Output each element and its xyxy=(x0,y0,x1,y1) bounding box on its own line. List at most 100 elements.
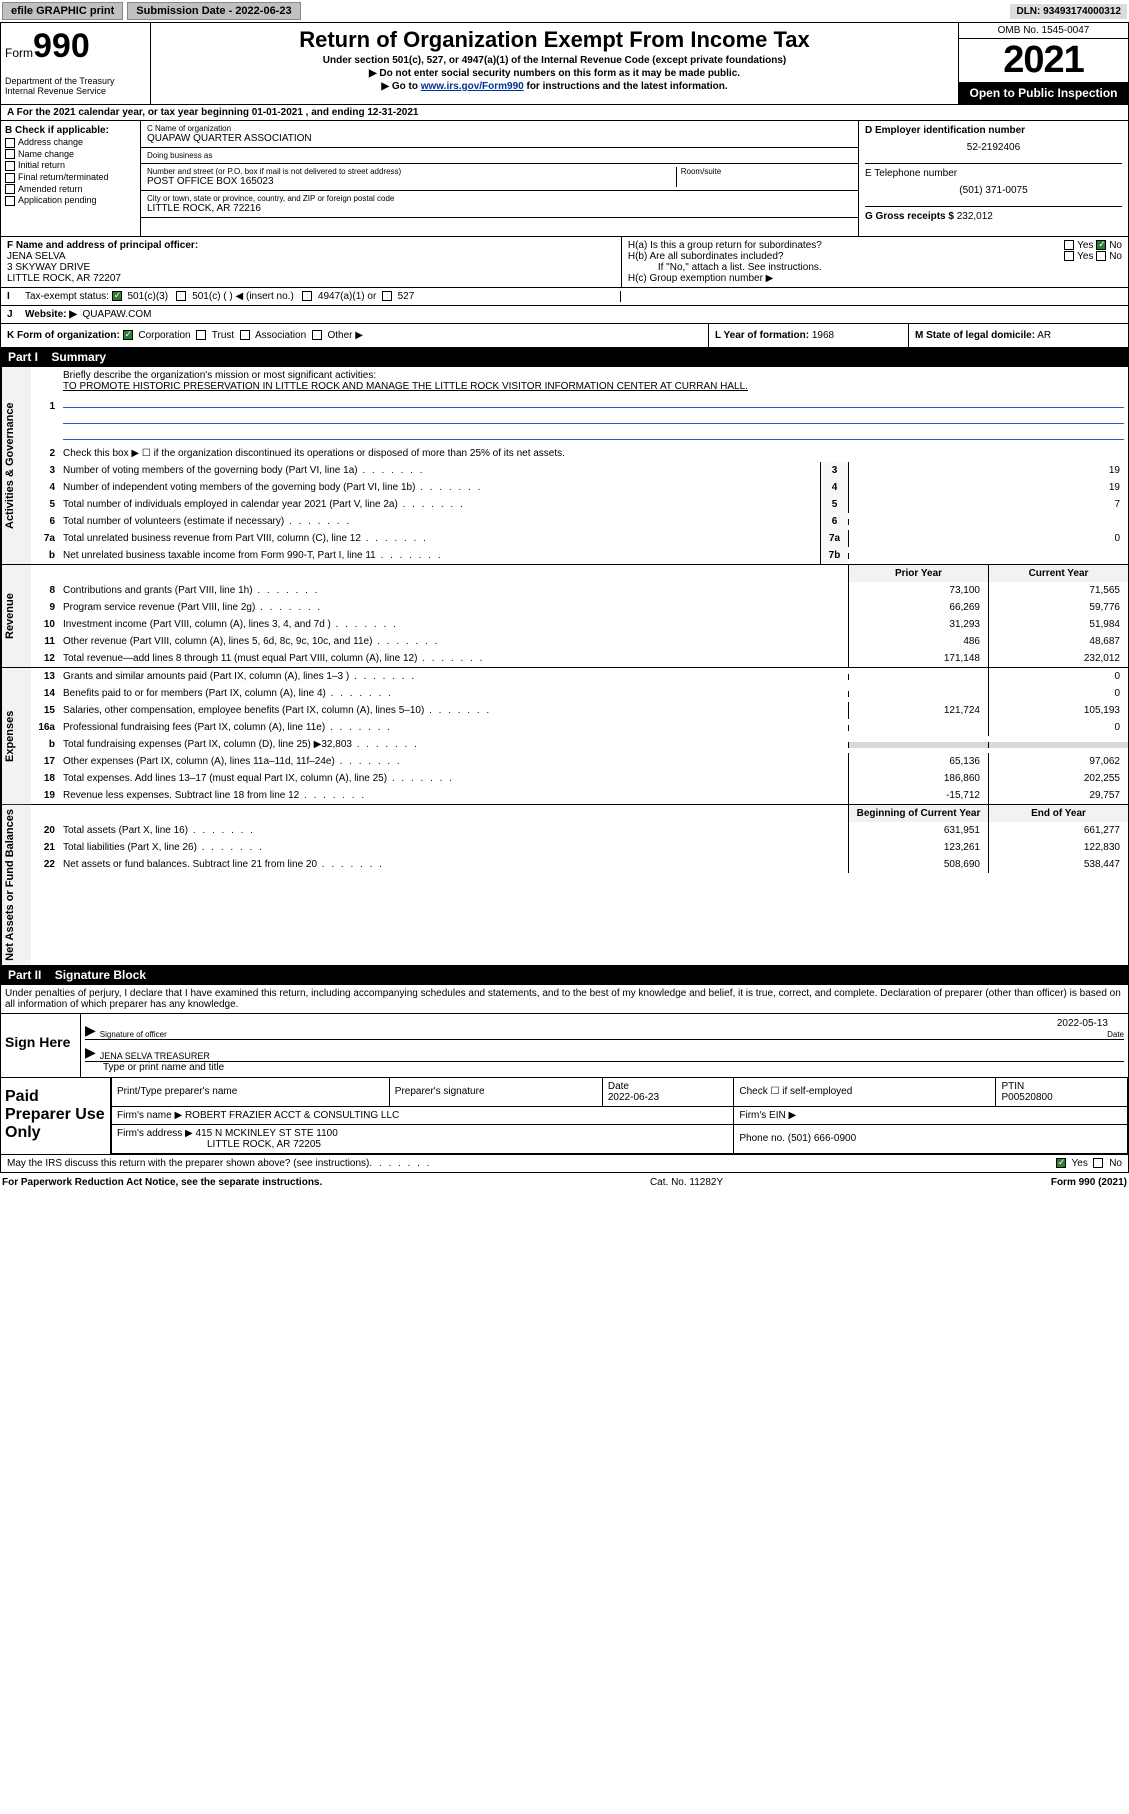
table-row: bNet unrelated business taxable income f… xyxy=(31,547,1128,564)
h-group-return: H(a) Is this a group return for subordin… xyxy=(621,237,1128,287)
i-527-checkbox[interactable] xyxy=(382,291,392,301)
hb-yes-checkbox[interactable] xyxy=(1064,251,1074,261)
b-option[interactable]: Amended return xyxy=(5,184,136,195)
irs-link[interactable]: www.irs.gov/Form990 xyxy=(421,81,524,92)
addr-label: Number and street (or P.O. box if mail i… xyxy=(147,167,676,176)
firm-ein-label: Firm's EIN ▶ xyxy=(734,1106,1128,1124)
form-header: Form990 Department of the Treasury Inter… xyxy=(0,22,1129,105)
mission-text: TO PROMOTE HISTORIC PRESERVATION IN LITT… xyxy=(63,381,1124,392)
table-row: 22Net assets or fund balances. Subtract … xyxy=(31,856,1128,873)
subtitle-2: Do not enter social security numbers on … xyxy=(159,68,950,79)
section-a-m: A For the 2021 calendar year, or tax yea… xyxy=(0,105,1129,348)
table-row: 17Other expenses (Part IX, column (A), l… xyxy=(31,753,1128,770)
i-501c-checkbox[interactable] xyxy=(176,291,186,301)
form-number: Form990 xyxy=(5,27,146,66)
ein-value: 52-2192406 xyxy=(865,142,1122,153)
firm-addr2: LITTLE ROCK, AR 72205 xyxy=(117,1139,321,1150)
submission-date-button[interactable]: Submission Date - 2022-06-23 xyxy=(127,2,300,20)
dept-label: Department of the Treasury Internal Reve… xyxy=(5,76,146,96)
table-row: 13Grants and similar amounts paid (Part … xyxy=(31,668,1128,685)
phone-value: (501) 371-0075 xyxy=(865,185,1122,196)
ha-yes-checkbox[interactable] xyxy=(1064,240,1074,250)
line2-text: Check this box ▶ ☐ if the organization d… xyxy=(59,445,1128,462)
city-state-zip: LITTLE ROCK, AR 72216 xyxy=(147,203,852,214)
discuss-yes-checkbox[interactable] xyxy=(1056,1158,1066,1168)
sig-officer-label: Signature of officer xyxy=(100,1030,167,1039)
name-title-label: Type or print name and title xyxy=(85,1062,1124,1073)
pp-sig-label: Preparer's signature xyxy=(389,1078,602,1107)
row-a-tax-year: A For the 2021 calendar year, or tax yea… xyxy=(1,105,1128,121)
perjury-declaration: Under penalties of perjury, I declare th… xyxy=(0,984,1129,1013)
i-4947-checkbox[interactable] xyxy=(302,291,312,301)
org-name: QUAPAW QUARTER ASSOCIATION xyxy=(147,133,852,144)
b-option[interactable]: Name change xyxy=(5,149,136,160)
sign-here-label: Sign Here xyxy=(1,1014,81,1077)
f-officer: F Name and address of principal officer:… xyxy=(1,237,621,287)
k-other-checkbox[interactable] xyxy=(312,330,322,340)
discuss-no-checkbox[interactable] xyxy=(1093,1158,1103,1168)
b-option[interactable]: Address change xyxy=(5,137,136,148)
form-title: Return of Organization Exempt From Incom… xyxy=(159,27,950,53)
table-row: 19Revenue less expenses. Subtract line 1… xyxy=(31,787,1128,804)
k-trust-checkbox[interactable] xyxy=(196,330,206,340)
col-c-identity: C Name of organization QUAPAW QUARTER AS… xyxy=(141,121,858,236)
part1-header: Part I Summary xyxy=(0,348,1129,366)
website-value: QUAPAW.COM xyxy=(83,309,152,320)
room-label: Room/suite xyxy=(681,167,852,176)
col-end-year: End of Year xyxy=(988,805,1128,822)
city-label: City or town, state or province, country… xyxy=(147,194,852,203)
table-row: 16aProfessional fundraising fees (Part I… xyxy=(31,719,1128,736)
open-public-badge: Open to Public Inspection xyxy=(959,82,1128,104)
table-row: 12Total revenue—add lines 8 through 11 (… xyxy=(31,650,1128,667)
g-label: G Gross receipts $ xyxy=(865,211,954,222)
b-option[interactable]: Initial return xyxy=(5,160,136,171)
ha-no-checkbox[interactable] xyxy=(1096,240,1106,250)
part1-body: Activities & Governance 1 Briefly descri… xyxy=(0,366,1129,966)
vlabel-expenses: Expenses xyxy=(1,668,31,804)
pp-name-label: Print/Type preparer's name xyxy=(112,1078,390,1107)
k-corp-checkbox[interactable] xyxy=(123,330,133,340)
top-toolbar: efile GRAPHIC print Submission Date - 20… xyxy=(0,0,1129,22)
table-row: 3Number of voting members of the governi… xyxy=(31,462,1128,479)
m-state-domicile: M State of legal domicile: AR xyxy=(908,324,1128,347)
table-row: bTotal fundraising expenses (Part IX, co… xyxy=(31,736,1128,753)
tax-year: 2021 xyxy=(959,39,1128,82)
k-assoc-checkbox[interactable] xyxy=(240,330,250,340)
col-b-checkboxes: B Check if applicable: Address changeNam… xyxy=(1,121,141,236)
discuss-line: May the IRS discuss this return with the… xyxy=(0,1155,1129,1173)
table-row: 4Number of independent voting members of… xyxy=(31,479,1128,496)
col-deg: D Employer identification number 52-2192… xyxy=(858,121,1128,236)
vlabel-governance: Activities & Governance xyxy=(1,367,31,564)
pp-self-emp: Check ☐ if self-employed xyxy=(734,1078,996,1107)
pp-date: 2022-06-23 xyxy=(608,1092,659,1103)
e-label: E Telephone number xyxy=(865,168,1122,179)
table-row: 6Total number of volunteers (estimate if… xyxy=(31,513,1128,530)
sig-date: 2022-05-13 xyxy=(1057,1018,1108,1029)
table-row: 14Benefits paid to or for members (Part … xyxy=(31,685,1128,702)
omb-number: OMB No. 1545-0047 xyxy=(959,23,1128,39)
dln-label: DLN: 93493174000312 xyxy=(1010,4,1127,19)
table-row: 21Total liabilities (Part X, line 26)123… xyxy=(31,839,1128,856)
street-address: POST OFFICE BOX 165023 xyxy=(147,176,676,187)
part2-header: Part II Signature Block xyxy=(0,966,1129,984)
paid-preparer-label: Paid Preparer Use Only xyxy=(1,1078,111,1154)
table-row: 11Other revenue (Part VIII, column (A), … xyxy=(31,633,1128,650)
hb-no-checkbox[interactable] xyxy=(1096,251,1106,261)
table-row: 15Salaries, other compensation, employee… xyxy=(31,702,1128,719)
k-form-org: K Form of organization: Corporation Trus… xyxy=(1,324,708,347)
b-option[interactable]: Final return/terminated xyxy=(5,172,136,183)
table-row: 8Contributions and grants (Part VIII, li… xyxy=(31,582,1128,599)
b-option[interactable]: Application pending xyxy=(5,195,136,206)
mission-label: Briefly describe the organization's miss… xyxy=(63,370,1124,381)
i-501c3-checkbox[interactable] xyxy=(112,291,122,301)
col-current-year: Current Year xyxy=(988,565,1128,582)
table-row: 7aTotal unrelated business revenue from … xyxy=(31,530,1128,547)
d-label: D Employer identification number xyxy=(865,125,1122,136)
sign-here-block: Sign Here 2022-05-13 ▶ Signature of offi… xyxy=(0,1013,1129,1078)
table-row: 18Total expenses. Add lines 13–17 (must … xyxy=(31,770,1128,787)
subtitle-3: Go to www.irs.gov/Form990 for instructio… xyxy=(159,81,950,92)
firm-addr1: 415 N MCKINLEY ST STE 1100 xyxy=(196,1128,338,1139)
efile-print-button[interactable]: efile GRAPHIC print xyxy=(2,2,123,20)
ptin-value: P00520800 xyxy=(1001,1092,1052,1103)
table-row: 9Program service revenue (Part VIII, lin… xyxy=(31,599,1128,616)
